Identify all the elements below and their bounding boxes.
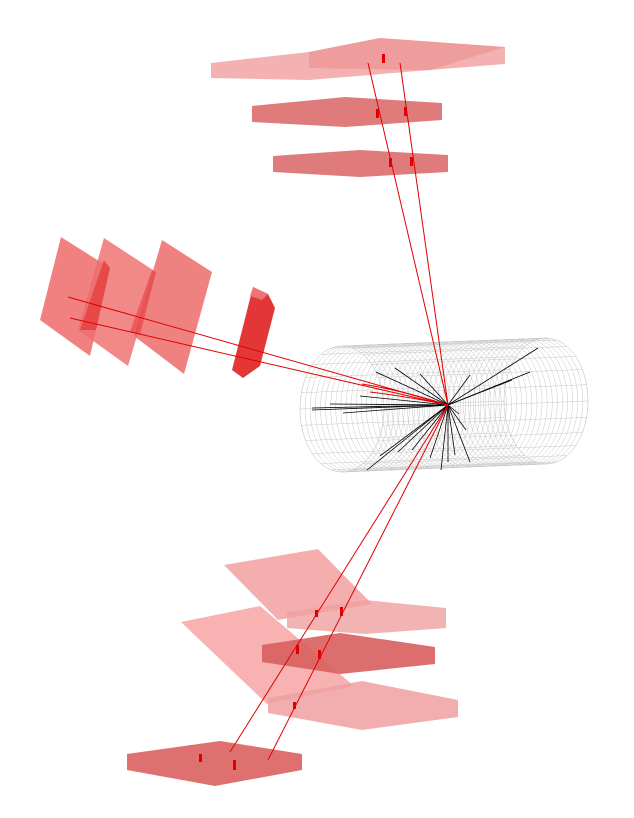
top-muon-chambers xyxy=(211,38,505,177)
inner-track xyxy=(448,405,455,455)
inner-track xyxy=(330,404,448,405)
bottom-chamber-f xyxy=(127,741,302,786)
bottom-muon-chambers xyxy=(127,549,458,786)
mesh-line xyxy=(301,417,505,425)
mesh-line xyxy=(372,356,576,364)
top-chamber-lower xyxy=(273,150,448,177)
left-chamber-small xyxy=(232,287,275,378)
top-chamber-middle xyxy=(252,97,442,127)
